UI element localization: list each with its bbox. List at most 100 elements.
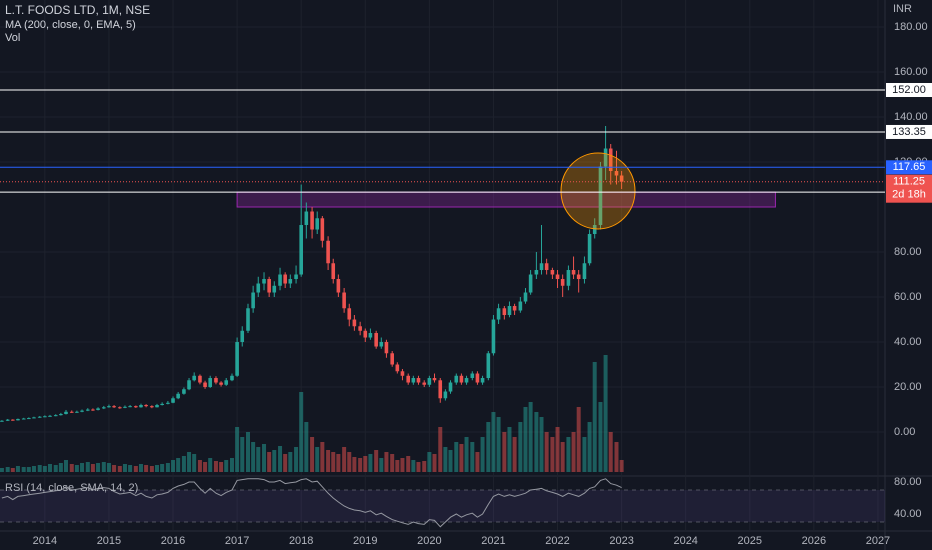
volume-bar: [390, 454, 395, 472]
volume-bar: [582, 437, 587, 472]
candle-body: [507, 306, 512, 316]
last-price-box: [886, 174, 932, 203]
candle-body: [118, 407, 122, 409]
volume-bar: [422, 461, 427, 472]
volume-bar: [213, 461, 218, 472]
x-tick-label: 2022: [545, 535, 569, 547]
candle-body: [128, 406, 132, 408]
volume-bar: [523, 407, 528, 472]
volume-bar: [15, 466, 20, 472]
volume-bar: [149, 466, 154, 472]
candle-body: [160, 403, 164, 406]
candle-body: [246, 308, 250, 331]
candle-body: [486, 353, 491, 379]
candle-body: [438, 380, 443, 399]
candle-body: [262, 279, 266, 284]
level-label-box: [886, 160, 932, 175]
candle-body: [534, 270, 539, 275]
chart-title: L.T. FOODS LTD, 1M, NSE: [5, 3, 150, 17]
x-tick-label: 2027: [866, 535, 890, 547]
candle-body: [454, 375, 459, 383]
x-tick-label: 2015: [97, 535, 121, 547]
marks: [0, 126, 885, 528]
volume-bar: [122, 464, 127, 472]
candle-body: [342, 292, 346, 309]
volume-bar: [518, 422, 523, 472]
volume-bar: [491, 412, 496, 472]
volume-bar: [555, 427, 560, 472]
volume-bar: [58, 463, 63, 472]
volume-bar: [310, 437, 315, 472]
volume-bar: [384, 452, 389, 472]
candle-body: [368, 333, 373, 338]
volume-bar: [240, 437, 245, 472]
volume-bar: [326, 450, 331, 472]
volume-bar: [368, 454, 373, 472]
volume-bar: [229, 458, 234, 472]
candle-body: [427, 378, 432, 385]
volume-bar: [406, 456, 411, 472]
volume-bar: [342, 447, 347, 472]
x-tick-label: 2018: [289, 535, 313, 547]
volume-bar: [267, 452, 272, 472]
volume-bar: [90, 464, 95, 472]
candle-body: [283, 274, 287, 284]
candle-body: [219, 382, 223, 385]
volume-bar: [550, 437, 555, 472]
rsi-tick-label: 80.00: [894, 476, 922, 488]
volume-bar: [315, 447, 320, 472]
candle-body: [75, 411, 79, 413]
candle-body: [320, 218, 325, 241]
candle-body: [310, 211, 314, 230]
candle-body: [208, 378, 212, 388]
last-price-label: 111.25: [893, 176, 925, 188]
candle-body: [16, 418, 20, 421]
volume-bar: [566, 437, 571, 472]
candle-body: [182, 389, 186, 394]
volume-bar: [352, 457, 357, 472]
candle-body: [96, 408, 100, 410]
candle-body: [80, 410, 84, 412]
volume-bar: [197, 460, 202, 472]
candle-body: [251, 292, 255, 309]
candle-body: [171, 398, 175, 403]
candle-body: [587, 234, 592, 264]
volume-bar: [171, 460, 176, 472]
candle-body: [64, 411, 68, 415]
candle-body: [566, 270, 571, 286]
volume-bar: [496, 417, 501, 472]
candle-body: [528, 274, 533, 293]
highlight-circle: [560, 152, 636, 230]
candle-body: [582, 263, 587, 280]
candle-body: [43, 416, 47, 418]
volume-bar: [160, 464, 165, 472]
volume-bar: [544, 432, 549, 472]
candle-body: [69, 411, 74, 413]
candle-body: [267, 279, 271, 293]
candle-body: [5, 419, 10, 421]
volume-bar: [138, 464, 143, 472]
volume-bar: [480, 437, 485, 472]
candle-body: [459, 375, 464, 383]
candle-body: [187, 380, 191, 390]
x-tick-label: 2014: [33, 535, 57, 547]
candle-body: [203, 382, 207, 388]
volume-bar: [181, 456, 186, 472]
y-tick-label: 20.00: [894, 381, 922, 393]
y-tick-label: 40.00: [894, 336, 922, 348]
candle-body: [422, 382, 427, 385]
x-tick-label: 2016: [161, 535, 185, 547]
rsi-tick-label: 40.00: [894, 508, 922, 520]
countdown: 2d 18h: [892, 189, 926, 201]
x-tick-label: 2024: [673, 535, 697, 547]
candle-body: [304, 211, 309, 226]
volume-bar: [539, 417, 544, 472]
volume-bar: [608, 432, 613, 472]
indicator-label: MA (200, close, 0, EMA, 5): [5, 19, 136, 31]
candle-body: [518, 301, 523, 311]
volume-bar: [155, 465, 160, 472]
candle-body: [37, 416, 42, 418]
x-tick-label: 2023: [609, 535, 633, 547]
candle-body: [475, 373, 480, 383]
candle-body: [272, 285, 277, 293]
